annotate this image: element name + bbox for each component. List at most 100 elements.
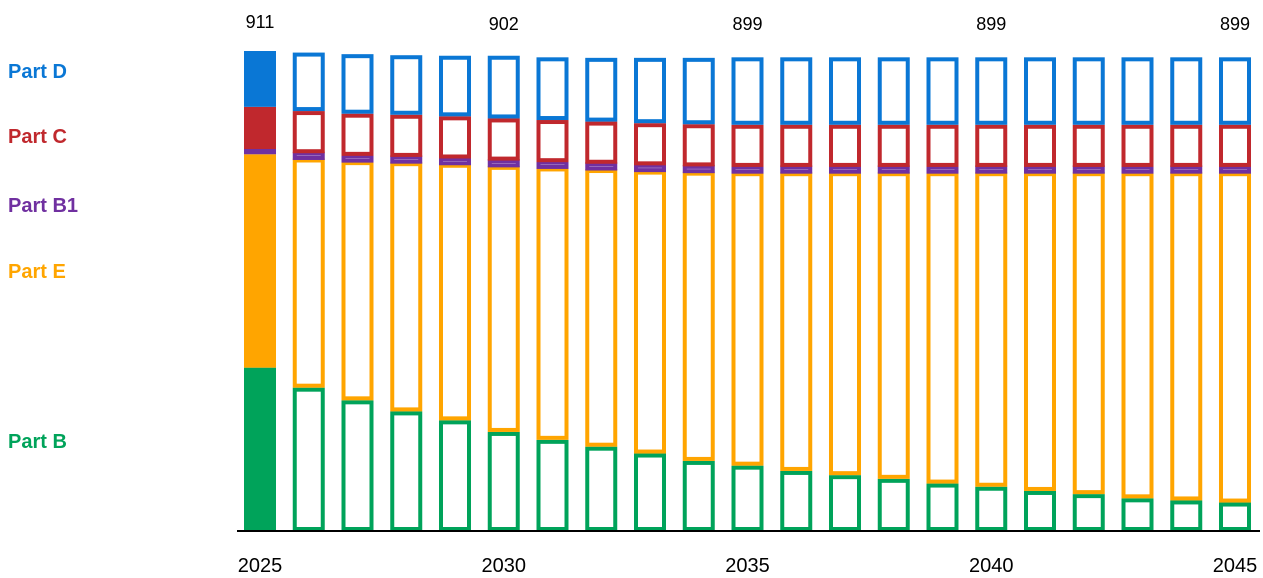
bar-segment-part-b-2031: [536, 439, 569, 531]
bar-segment-part-b1-2040: [975, 165, 1008, 174]
bar-segment-part-c-2029: [439, 116, 471, 159]
bar-segment-part-d-2035: [731, 57, 764, 125]
bar-segment-part-b-2027: [341, 400, 374, 532]
bar-segment-part-e-2031: [536, 167, 569, 440]
bar-segment-part-d-2030: [487, 55, 520, 119]
bar-2034: [682, 57, 715, 531]
bar-segment-part-c-2031: [536, 120, 569, 163]
x-tick-label: 2040: [969, 555, 1014, 577]
bar-segment-part-b1-2038: [877, 165, 910, 174]
bar-segment-part-c-2034: [682, 124, 715, 167]
bar-segment-part-e-2036: [780, 172, 813, 471]
bar-segment-part-b-2025: [244, 367, 276, 531]
bar-segment-part-c-2038: [877, 124, 910, 167]
bar-segment-part-b-2039: [926, 483, 959, 532]
bar-segment-part-e-2030: [487, 165, 520, 432]
bar-segment-part-b1-2027: [341, 154, 374, 163]
total-label: 911: [246, 12, 275, 32]
bar-2035: [731, 57, 764, 531]
bar-segment-part-b1-2035: [731, 165, 764, 174]
bar-segment-part-d-2039: [926, 57, 959, 125]
bar-segment-part-b1-2034: [682, 164, 715, 174]
legend-label-part-b: Part B: [8, 431, 67, 453]
bar-segment-part-e-2026: [292, 158, 325, 388]
bar-segment-part-c-2044: [1170, 124, 1203, 167]
legend-label-part-b1: Part B1: [8, 195, 78, 217]
bar-segment-part-d-2042: [1072, 57, 1105, 125]
bar-segment-part-b-2045: [1219, 502, 1251, 532]
bar-segment-part-d-2044: [1170, 57, 1203, 125]
legend-label-part-e: Part E: [8, 261, 66, 283]
bar-2038: [877, 57, 910, 532]
bar-segment-part-d-2034: [682, 57, 715, 125]
bar-segment-part-b-2026: [292, 387, 325, 531]
bars-layer: [244, 51, 1251, 532]
bar-segment-part-c-2041: [1024, 124, 1056, 167]
bar-segment-part-d-2043: [1121, 57, 1154, 125]
bar-segment-part-e-2035: [731, 172, 764, 466]
bar-segment-part-b-2036: [780, 470, 813, 532]
bar-segment-part-b-2038: [877, 478, 910, 532]
bar-segment-part-c-2028: [390, 114, 423, 157]
bar-segment-part-e-2038: [877, 172, 910, 479]
bar-segment-part-b1-2029: [439, 156, 471, 166]
bar-segment-part-b-2035: [731, 465, 764, 531]
bar-segment-part-b1-2037: [829, 165, 861, 174]
bar-segment-part-e-2041: [1024, 172, 1056, 491]
bar-segment-part-b-2032: [585, 446, 618, 531]
bar-segment-part-d-2029: [439, 55, 471, 117]
bar-segment-part-b-2041: [1024, 490, 1056, 531]
bar-segment-part-e-2045: [1219, 172, 1251, 503]
bar-2025: [244, 51, 276, 531]
bar-segment-part-e-2025: [244, 154, 276, 368]
bar-2027: [341, 54, 374, 532]
bar-2037: [829, 57, 861, 532]
bar-segment-part-c-2040: [975, 124, 1008, 167]
bar-segment-part-b1-2033: [634, 163, 666, 173]
bar-segment-part-d-2028: [390, 55, 423, 115]
bar-2043: [1121, 57, 1154, 532]
bar-2029: [439, 55, 471, 531]
bar-2031: [536, 57, 569, 531]
bar-segment-part-b1-2045: [1219, 165, 1251, 174]
bar-2026: [292, 52, 325, 531]
bar-segment-part-b1-2042: [1072, 165, 1105, 174]
bar-segment-part-c-2043: [1121, 124, 1154, 167]
bar-2045: [1219, 57, 1251, 532]
bar-segment-part-b-2028: [390, 411, 423, 531]
x-tick-labels: 2025 2030 2035 2040 2045: [238, 555, 1258, 577]
bar-segment-part-c-2035: [731, 124, 764, 167]
bar-segment-part-b1-2032: [585, 162, 618, 171]
bar-segment-part-c-2027: [341, 113, 374, 156]
bar-segment-part-d-2033: [634, 57, 666, 124]
bar-segment-part-e-2037: [829, 172, 861, 476]
total-label: 899: [1220, 14, 1250, 34]
bar-segment-part-d-2040: [975, 57, 1008, 125]
bar-segment-part-c-2037: [829, 124, 861, 167]
bar-segment-part-c-2045: [1219, 124, 1251, 167]
bar-2036: [780, 57, 813, 532]
x-tick-label: 2030: [482, 555, 527, 577]
bar-2033: [634, 57, 666, 532]
legend-label-part-c: Part C: [8, 126, 67, 148]
bar-segment-part-e-2028: [390, 162, 423, 412]
bar-segment-part-b1-2028: [390, 155, 423, 164]
bar-segment-part-e-2033: [634, 170, 666, 454]
bar-segment-part-d-2038: [877, 57, 910, 125]
x-tick-label: 2045: [1213, 555, 1258, 577]
bar-segment-part-c-2039: [926, 124, 959, 167]
x-tick-label: 2035: [725, 555, 770, 577]
bar-segment-part-e-2043: [1121, 172, 1154, 499]
legend-label-part-d: Part D: [8, 61, 67, 83]
bar-2044: [1170, 57, 1203, 532]
bar-segment-part-b-2037: [829, 475, 861, 532]
bar-segment-part-b1-2039: [926, 165, 959, 174]
legend: Part D Part C Part B1 Part E Part B: [8, 61, 78, 453]
bar-segment-part-e-2034: [682, 171, 715, 461]
total-label: 902: [489, 14, 519, 34]
bar-segment-part-d-2041: [1024, 57, 1056, 125]
bar-segment-part-c-2042: [1072, 124, 1105, 167]
bar-segment-part-e-2044: [1170, 172, 1203, 501]
bar-segment-part-d-2026: [292, 52, 325, 112]
